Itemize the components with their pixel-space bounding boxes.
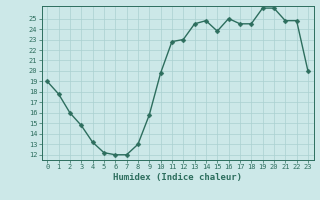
X-axis label: Humidex (Indice chaleur): Humidex (Indice chaleur) <box>113 173 242 182</box>
